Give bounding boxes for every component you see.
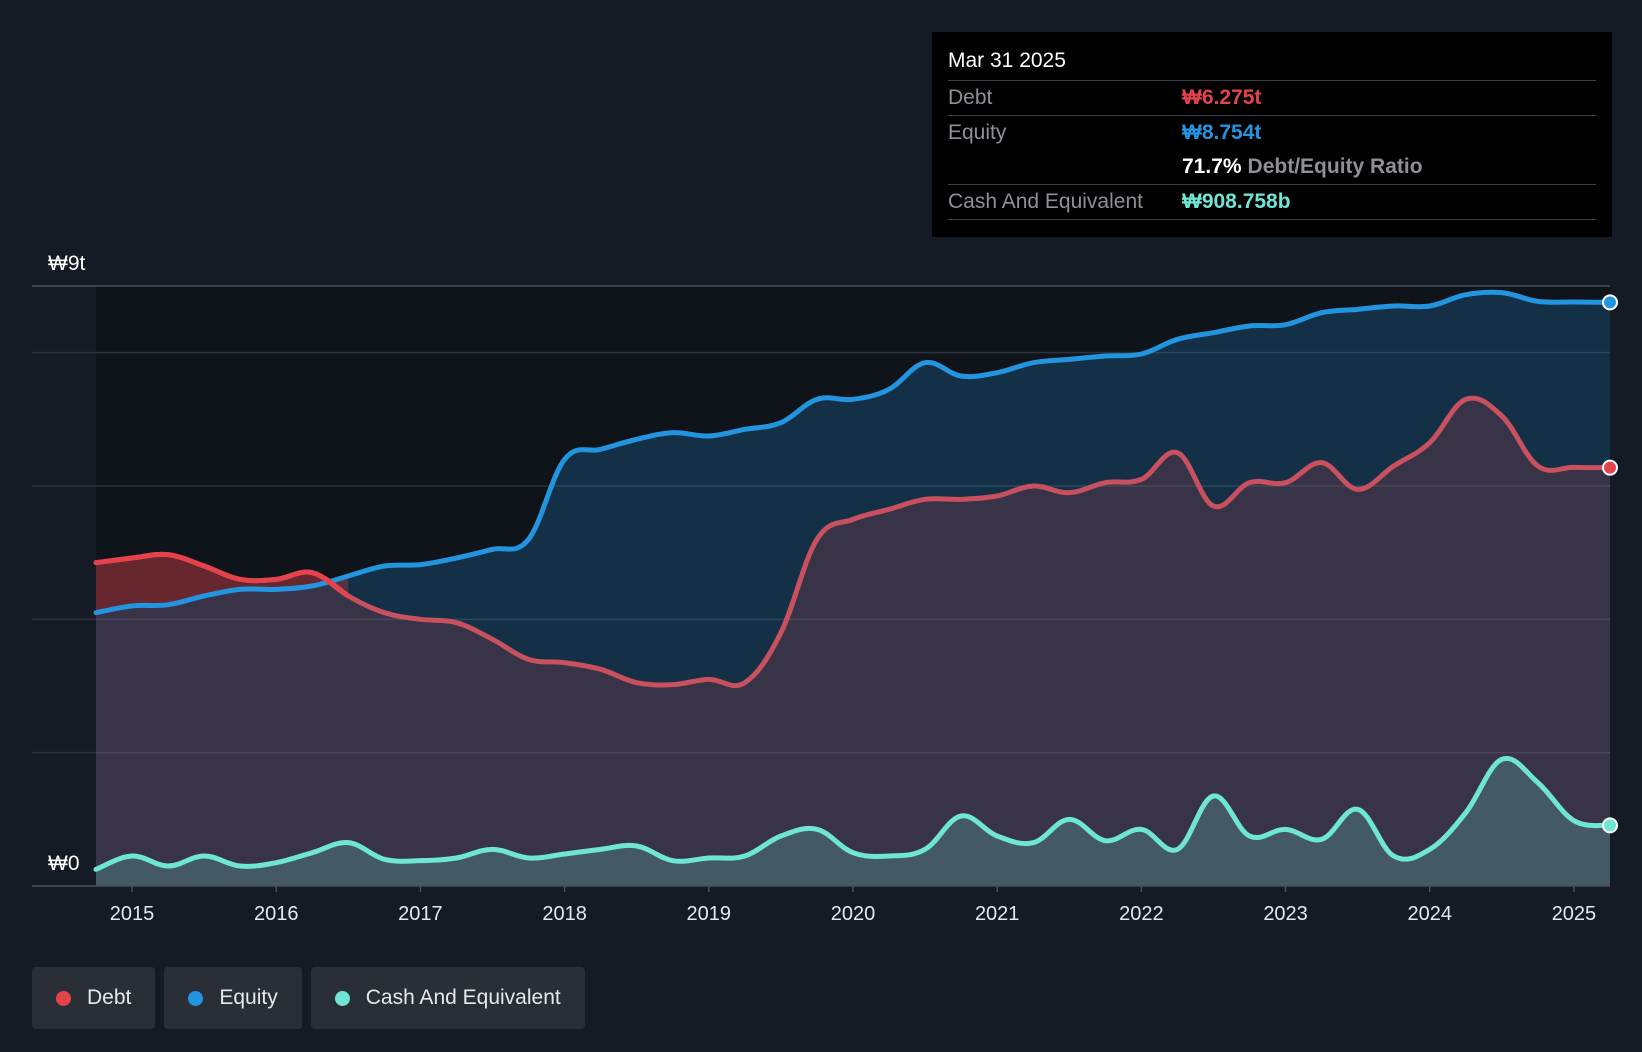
x-tick-label: 2018 xyxy=(542,903,587,925)
tooltip-cash-value: ₩908.758b xyxy=(1182,190,1291,213)
tooltip-date: Mar 31 2025 xyxy=(948,46,1596,81)
equity-dot-icon xyxy=(188,990,204,1006)
x-tick-label: 2025 xyxy=(1552,903,1597,925)
tooltip-cash-label: Cash And Equivalent xyxy=(948,190,1143,213)
tooltip-equity-label: Equity xyxy=(948,121,1007,144)
tooltip-equity-value: ₩8.754t xyxy=(1182,121,1262,144)
legend-debt-label: Debt xyxy=(87,986,132,1009)
legend-item-debt[interactable]: Debt xyxy=(32,967,156,1029)
x-tick-label: 2023 xyxy=(1263,903,1308,925)
x-tick-label: 2021 xyxy=(975,903,1020,925)
y-min-label: ₩0 xyxy=(48,852,80,875)
tooltip-debt-row: Debt ₩6.275t xyxy=(948,81,1596,116)
equity-end-marker[interactable] xyxy=(1602,294,1618,311)
tooltip-cash-row: Cash And Equivalent ₩908.758b xyxy=(948,185,1596,220)
x-tick-label: 2022 xyxy=(1119,903,1164,925)
x-tick-label: 2016 xyxy=(254,903,299,925)
debt-dot-icon xyxy=(56,990,71,1006)
tooltip-panel: Mar 31 2025 Debt ₩6.275t Equity ₩8.754t … xyxy=(932,32,1612,237)
tooltip-equity-row: Equity ₩8.754t xyxy=(948,116,1596,150)
tooltip-ratio-row: 71.7% Debt/Equity Ratio xyxy=(948,150,1596,185)
x-tick-label: 2024 xyxy=(1408,903,1453,925)
legend: Debt Equity Cash And Equivalent xyxy=(32,967,585,1029)
x-tick-label: 2019 xyxy=(687,903,732,925)
history-shade xyxy=(96,286,1610,886)
equity-area xyxy=(96,292,1610,886)
cash-dot-icon xyxy=(334,990,350,1006)
tooltip-ratio-label: Debt/Equity Ratio xyxy=(1247,155,1423,178)
cash-line xyxy=(93,755,1613,872)
x-tick-label: 2020 xyxy=(831,903,876,925)
tooltip-debt-label: Debt xyxy=(948,86,993,109)
tooltip-ratio-value: 71.7% xyxy=(1182,155,1242,178)
legend-cash-label: Cash And Equivalent xyxy=(365,986,561,1009)
tooltip-debt-value: ₩6.275t xyxy=(1182,86,1262,109)
debt-excess-area xyxy=(96,554,349,613)
legend-item-equity[interactable]: Equity xyxy=(164,967,302,1029)
debt-end-marker[interactable] xyxy=(1602,459,1618,476)
equity-line xyxy=(93,289,1613,616)
legend-equity-label: Equity xyxy=(219,986,278,1009)
y-max-label: ₩9t xyxy=(48,252,86,275)
legend-item-cash[interactable]: Cash And Equivalent xyxy=(310,967,585,1029)
x-tick-label: 2015 xyxy=(110,903,155,925)
debt-excess-line xyxy=(93,551,351,599)
cash-end-marker[interactable] xyxy=(1602,817,1618,834)
x-tick-label: 2017 xyxy=(398,903,443,925)
debt-area xyxy=(96,398,1610,886)
